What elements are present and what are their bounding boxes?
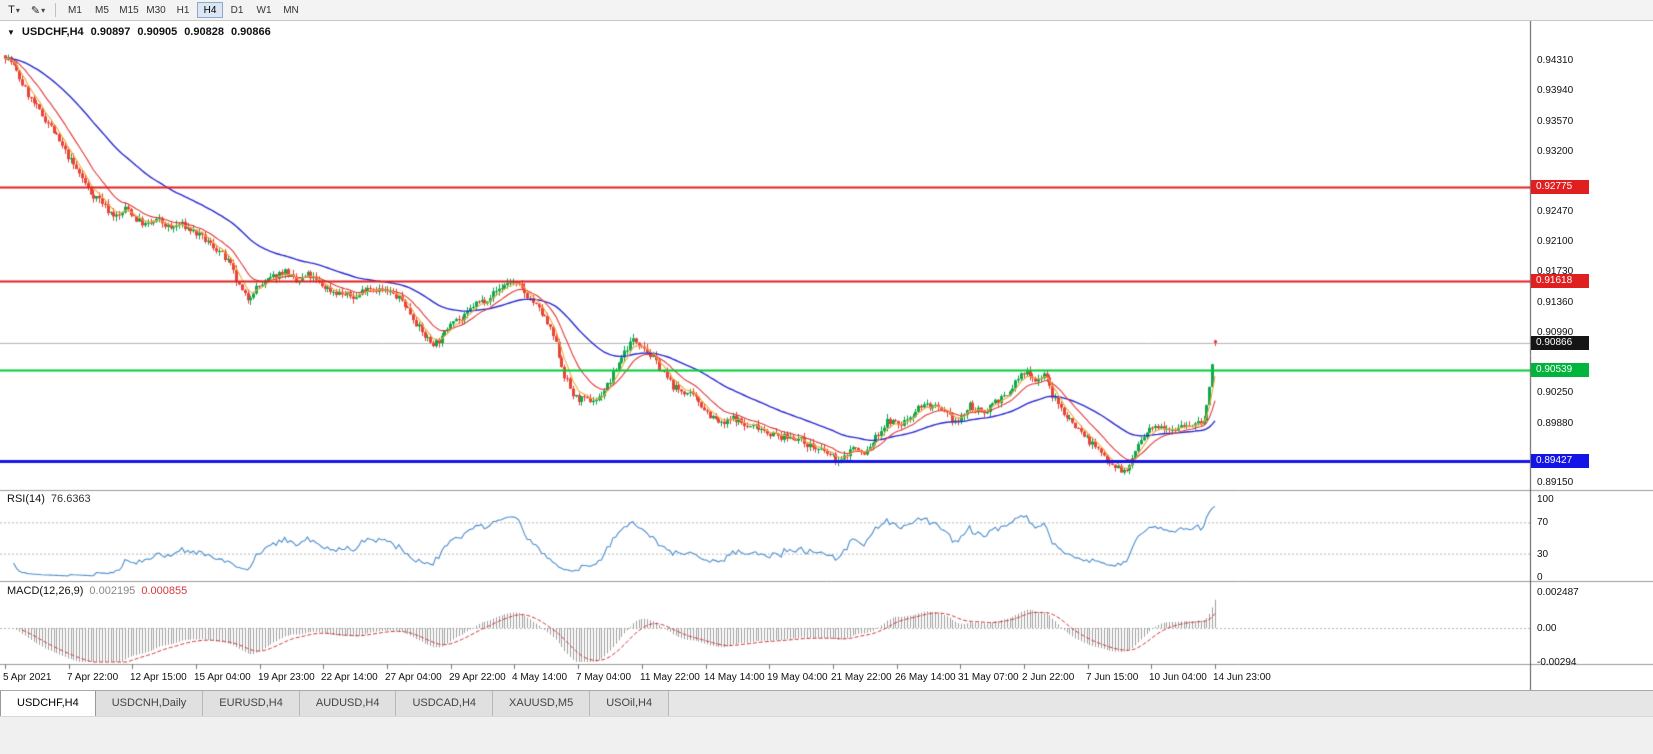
ohlc-close-value: 0.90866 bbox=[230, 26, 271, 38]
price-axis-tick: 0.89880 bbox=[1537, 417, 1574, 429]
draw-tool-button[interactable]: ✎ ▾ bbox=[27, 2, 49, 19]
macd-axis-tick: 0.002487 bbox=[1537, 587, 1579, 598]
price-axis-tick: 0.89150 bbox=[1537, 477, 1574, 489]
time-axis-label: 22 Apr 14:00 bbox=[321, 672, 378, 683]
timeframe-button-m5[interactable]: M5 bbox=[89, 2, 115, 18]
timeframe-button-w1[interactable]: W1 bbox=[251, 2, 277, 18]
tab-usdcad-h4[interactable]: USDCAD,H4 bbox=[396, 691, 494, 716]
rsi-name: RSI(14) bbox=[7, 493, 45, 505]
time-axis-label: 31 May 07:00 bbox=[958, 672, 1019, 683]
price-level-box: 0.92775 bbox=[1531, 179, 1589, 194]
timeframe-button-mn[interactable]: MN bbox=[278, 2, 304, 18]
chart-title: ▼ USDCHF,H4 0.90897 0.90905 0.90828 0.90… bbox=[7, 26, 271, 38]
time-axis-label: 7 Apr 22:00 bbox=[67, 672, 119, 683]
rsi-axis-tick: 70 bbox=[1537, 517, 1549, 529]
tab-audusd-h4[interactable]: AUDUSD,H4 bbox=[299, 691, 397, 716]
chart-marker-icon: ▼ bbox=[7, 27, 15, 37]
timeframe-button-h4[interactable]: H4 bbox=[197, 2, 223, 18]
tab-usoil-h4[interactable]: USOil,H4 bbox=[590, 691, 670, 716]
price-level-box: 0.90866 bbox=[1531, 335, 1589, 350]
ohlc-open-value: 0.90897 bbox=[90, 26, 131, 38]
time-axis-label: 11 May 22:00 bbox=[640, 672, 700, 683]
time-axis-label: 15 Apr 04:00 bbox=[194, 672, 251, 683]
ohlc-high-value: 0.90905 bbox=[137, 26, 178, 38]
status-strip bbox=[0, 716, 1653, 754]
timeframe-button-m30[interactable]: M30 bbox=[143, 2, 169, 18]
price-axis-tick: 0.90250 bbox=[1537, 387, 1574, 399]
price-axis-tick: 0.94310 bbox=[1537, 55, 1574, 67]
macd-axis-tick: -0.00294 bbox=[1537, 656, 1577, 668]
tab-xauusd-m5[interactable]: XAUUSD,M5 bbox=[493, 691, 591, 716]
time-axis-label: 5 Apr 2021 bbox=[3, 672, 52, 683]
time-axis-label: 4 May 14:00 bbox=[512, 672, 568, 683]
time-axis-label: 19 May 04:00 bbox=[767, 672, 828, 683]
price-level-box: 0.90539 bbox=[1531, 362, 1589, 377]
timeframe-button-d1[interactable]: D1 bbox=[224, 2, 250, 18]
time-axis-label: 2 Jun 22:00 bbox=[1022, 672, 1075, 683]
macd-indicator-label: MACD(12,26,9) 0.002195 0.000855 bbox=[7, 585, 187, 597]
rsi-indicator-label: RSI(14) 76.6363 bbox=[7, 493, 91, 505]
time-axis-label: 7 May 04:00 bbox=[576, 672, 632, 683]
price-axis-tick: 0.91360 bbox=[1537, 296, 1574, 308]
price-axis-tick: 0.92470 bbox=[1537, 205, 1574, 217]
macd-signal-value: 0.000855 bbox=[141, 585, 188, 597]
rsi-axis-tick: 30 bbox=[1537, 548, 1549, 560]
time-axis-label: 7 Jun 15:00 bbox=[1086, 672, 1139, 683]
timeframe-buttons: M1 M5 M15 M30 H1 H4 D1 W1 MN bbox=[62, 2, 305, 18]
time-axis-label: 14 May 14:00 bbox=[704, 672, 765, 683]
price-axis-tick: 0.90990 bbox=[1537, 326, 1574, 338]
timeframe-button-h1[interactable]: H1 bbox=[170, 2, 196, 18]
text-tool-label: T bbox=[8, 4, 15, 16]
price-axis-tick: 0.93570 bbox=[1537, 115, 1574, 127]
price-axis-tick: 0.92100 bbox=[1537, 235, 1574, 247]
chart-symbol-label: USDCHF,H4 bbox=[21, 26, 84, 38]
chart-tab-bar: USDCHF,H4 USDCNH,Daily EURUSD,H4 AUDUSD,H4 U… bbox=[0, 690, 1653, 716]
macd-main-value: 0.002195 bbox=[89, 585, 136, 597]
rsi-value: 76.6363 bbox=[50, 493, 91, 505]
price-chart-canvas[interactable] bbox=[0, 21, 1653, 690]
tab-usdchf-h4[interactable]: USDCHF,H4 bbox=[0, 691, 96, 716]
toolbar-divider bbox=[55, 3, 56, 17]
timeframe-button-m1[interactable]: M1 bbox=[62, 2, 88, 18]
price-axis-tick: 0.93200 bbox=[1537, 145, 1574, 157]
price-level-box: 0.89427 bbox=[1531, 453, 1589, 468]
price-axis[interactable]: 0.94310 0.93940 0.93570 0.93200 0.92470 0.921… bbox=[1530, 21, 1653, 690]
price-level-box: 0.91618 bbox=[1531, 274, 1589, 289]
ohlc-low-value: 0.90828 bbox=[184, 26, 224, 38]
time-axis-label: 19 Apr 23:00 bbox=[258, 672, 315, 683]
tab-eurusd-h4[interactable]: EURUSD,H4 bbox=[203, 691, 300, 716]
price-axis-tick: 0.93940 bbox=[1537, 85, 1574, 97]
tab-usdcnh-daily[interactable]: USDCNH,Daily bbox=[95, 691, 204, 716]
chevron-down-icon: ▾ bbox=[15, 5, 20, 15]
time-axis-label: 26 May 14:00 bbox=[895, 672, 956, 683]
time-axis-label: 12 Apr 15:00 bbox=[130, 672, 187, 683]
chevron-down-icon: ▾ bbox=[41, 5, 46, 15]
time-axis-label: 27 Apr 04:00 bbox=[385, 672, 442, 683]
macd-axis-tick: 0.00 bbox=[1537, 623, 1557, 634]
rsi-axis-tick: 0 bbox=[1537, 572, 1543, 583]
macd-name: MACD(12,26,9) bbox=[7, 585, 84, 597]
time-axis-label: 29 Apr 22:00 bbox=[449, 672, 506, 683]
pencil-icon: ✎ bbox=[30, 4, 41, 17]
top-toolbar: T ▾ ✎ ▾ M1 M5 M15 M30 H1 H4 D1 W1 MN bbox=[0, 0, 1653, 21]
text-tool-button[interactable]: T ▾ bbox=[3, 2, 25, 19]
time-axis-label: 21 May 22:00 bbox=[831, 672, 892, 683]
time-axis-label: 10 Jun 04:00 bbox=[1149, 672, 1207, 683]
timeframe-button-m15[interactable]: M15 bbox=[116, 2, 142, 18]
time-axis-label: 14 Jun 23:00 bbox=[1213, 672, 1271, 683]
time-axis[interactable]: 5 Apr 2021 7 Apr 22:00 12 Apr 15:00 15 Apr … bbox=[0, 664, 1530, 690]
price-axis-tick: 0.91730 bbox=[1537, 266, 1574, 278]
rsi-axis-tick: 100 bbox=[1537, 494, 1554, 505]
